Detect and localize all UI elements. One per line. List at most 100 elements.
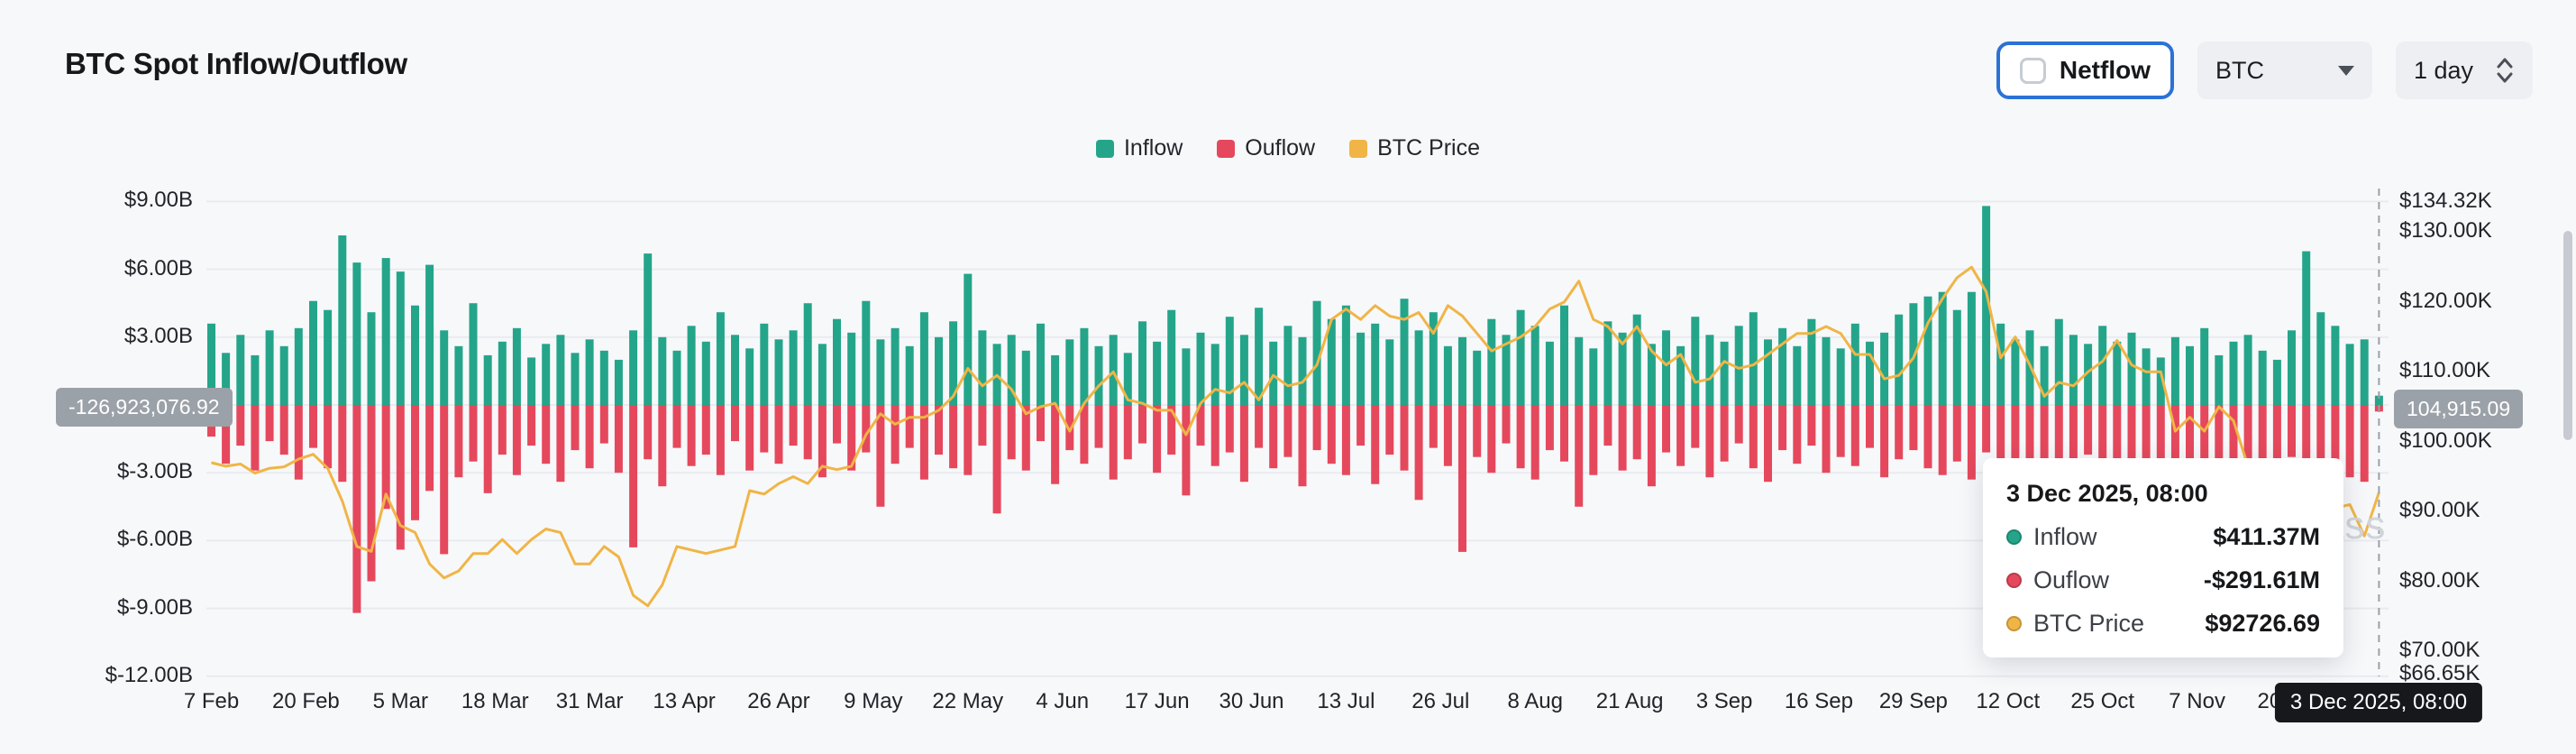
inflow-bar[interactable] <box>367 312 376 405</box>
inflow-bar[interactable] <box>1283 326 1293 405</box>
inflow-bar[interactable] <box>1764 339 1772 405</box>
inflow-bar[interactable] <box>1938 291 1947 405</box>
inflow-bar[interactable] <box>919 312 928 405</box>
outflow-bar[interactable] <box>978 405 987 446</box>
inflow-bar[interactable] <box>1618 332 1627 405</box>
inflow-bar[interactable] <box>1269 341 1278 405</box>
inflow-bar[interactable] <box>1734 326 1743 405</box>
outflow-bar[interactable] <box>1938 405 1947 475</box>
outflow-bar[interactable] <box>2084 405 2093 455</box>
outflow-bar[interactable] <box>222 405 231 464</box>
inflow-bar[interactable] <box>1385 339 1394 405</box>
outflow-bar[interactable] <box>629 405 638 547</box>
outflow-bar[interactable] <box>483 405 492 493</box>
outflow-bar[interactable] <box>1255 405 1264 448</box>
outflow-bar[interactable] <box>1414 405 1423 501</box>
inflow-bar[interactable] <box>1632 314 1641 405</box>
inflow-bar[interactable] <box>1778 327 1787 405</box>
inflow-bar[interactable] <box>2142 348 2151 405</box>
inflow-bar[interactable] <box>1836 348 1845 405</box>
outflow-bar[interactable] <box>1734 405 1743 444</box>
inflow-bar[interactable] <box>1341 305 1350 405</box>
inflow-bar[interactable] <box>469 303 478 405</box>
inflow-bar[interactable] <box>1094 345 1103 405</box>
outflow-bar[interactable] <box>2098 405 2107 501</box>
inflow-bar[interactable] <box>207 323 215 405</box>
inflow-bar[interactable] <box>2040 345 2049 405</box>
outflow-bar[interactable] <box>2142 405 2151 469</box>
outflow-bar[interactable] <box>556 405 565 483</box>
outflow-bar[interactable] <box>891 405 900 464</box>
outflow-bar[interactable] <box>658 405 667 487</box>
inflow-bar[interactable] <box>279 345 288 405</box>
outflow-bar[interactable] <box>862 405 871 453</box>
inflow-bar[interactable] <box>1502 335 1511 405</box>
inflow-bar[interactable] <box>1530 326 1539 405</box>
inflow-bar[interactable] <box>701 341 710 405</box>
inflow-bar[interactable] <box>1545 341 1554 405</box>
inflow-bar[interactable] <box>614 359 623 405</box>
inflow-bar[interactable] <box>454 345 463 405</box>
outflow-bar[interactable] <box>2360 405 2369 483</box>
outflow-bar[interactable] <box>1764 405 1772 483</box>
symbol-select[interactable]: BTC <box>2197 41 2372 99</box>
outflow-bar[interactable] <box>324 405 333 469</box>
outflow-bar[interactable] <box>411 405 419 520</box>
inflow-bar[interactable] <box>760 323 769 405</box>
outflow-bar[interactable] <box>1662 405 1670 453</box>
inflow-bar[interactable] <box>1676 345 1685 405</box>
inflow-bar[interactable] <box>599 350 608 405</box>
outflow-bar[interactable] <box>1443 405 1452 466</box>
inflow-bar[interactable] <box>425 264 434 405</box>
outflow-bar[interactable] <box>992 405 1001 514</box>
inflow-bar[interactable] <box>1429 312 1438 405</box>
outflow-bar[interactable] <box>1269 405 1278 469</box>
outflow-bar[interactable] <box>2288 405 2296 457</box>
inflow-bar[interactable] <box>2345 344 2354 405</box>
inflow-bar[interactable] <box>483 354 492 405</box>
outflow-bar[interactable] <box>1691 405 1700 448</box>
outflow-bar[interactable] <box>381 405 390 510</box>
inflow-bar[interactable] <box>2069 335 2078 405</box>
inflow-bar[interactable] <box>2288 330 2296 405</box>
outflow-bar[interactable] <box>2127 405 2136 510</box>
outflow-bar[interactable] <box>818 405 827 478</box>
outflow-bar[interactable] <box>2302 405 2311 474</box>
outflow-bar[interactable] <box>512 405 521 475</box>
inflow-bar[interactable] <box>876 339 885 405</box>
outflow-bar[interactable] <box>2229 405 2238 462</box>
inflow-bar[interactable] <box>1007 335 1016 405</box>
inflow-bar[interactable] <box>716 312 725 405</box>
inflow-bar[interactable] <box>789 330 798 405</box>
inflow-bar[interactable] <box>338 235 347 405</box>
inflow-bar[interactable] <box>644 253 653 405</box>
outflow-bar[interactable] <box>1560 405 1568 462</box>
inflow-bar[interactable] <box>352 262 361 405</box>
inflow-bar[interactable] <box>1255 308 1264 405</box>
inflow-bar[interactable] <box>1298 336 1307 405</box>
outflow-bar[interactable] <box>760 405 769 453</box>
outflow-bar[interactable] <box>1312 405 1321 451</box>
inflow-bar[interactable] <box>1880 332 1889 405</box>
inflow-bar[interactable] <box>1312 300 1321 405</box>
outflow-bar[interactable] <box>1458 405 1466 552</box>
outflow-bar[interactable] <box>440 405 449 555</box>
chart-plot[interactable] <box>206 185 2389 690</box>
inflow-bar[interactable] <box>1967 291 1976 405</box>
outflow-bar[interactable] <box>2170 405 2179 484</box>
outflow-bar[interactable] <box>687 405 696 466</box>
inflow-bar[interactable] <box>862 300 871 405</box>
inflow-bar[interactable] <box>1691 317 1700 405</box>
inflow-bar[interactable] <box>1923 296 1932 405</box>
outflow-bar[interactable] <box>1429 405 1438 448</box>
inflow-bar[interactable] <box>294 327 303 405</box>
inflow-bar[interactable] <box>1603 321 1612 405</box>
outflow-bar[interactable] <box>1196 405 1205 446</box>
outflow-bar[interactable] <box>935 405 943 455</box>
inflow-bar[interactable] <box>1021 350 1030 405</box>
outflow-bar[interactable] <box>338 405 347 483</box>
inflow-bar[interactable] <box>2200 327 2209 405</box>
outflow-bar[interactable] <box>614 405 623 474</box>
inflow-bar[interactable] <box>1225 317 1234 405</box>
inflow-bar[interactable] <box>1487 318 1496 405</box>
